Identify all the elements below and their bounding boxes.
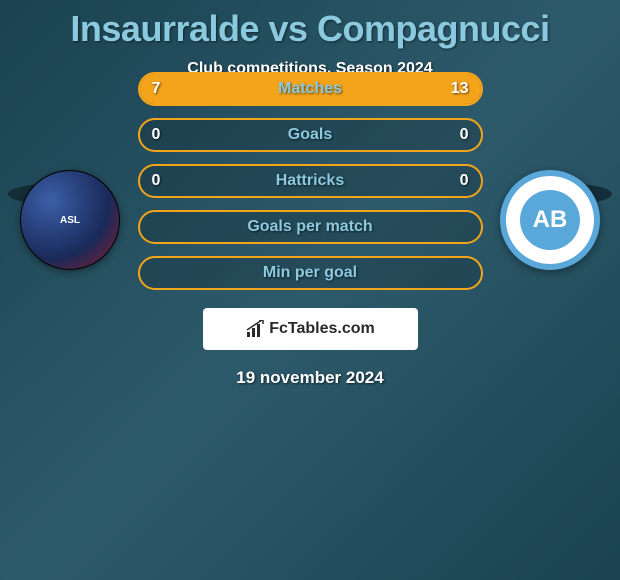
date-text: 19 november 2024 — [0, 368, 620, 388]
left-badge-initials: ASL — [60, 215, 80, 226]
stat-left-value: 0 — [152, 172, 161, 190]
stat-label: Goals — [288, 126, 332, 144]
stat-bar-min-per-goal: Min per goal — [138, 256, 483, 290]
stat-right-value: 0 — [460, 172, 469, 190]
brand-text: FcTables.com — [269, 320, 375, 338]
page-title: Insaurralde vs Compagnucci — [0, 0, 620, 50]
right-team-badge: AB — [500, 170, 600, 270]
stat-label: Hattricks — [276, 172, 344, 190]
stat-right-value: 0 — [460, 126, 469, 144]
right-badge-initials: AB — [533, 206, 568, 234]
stat-label: Min per goal — [263, 264, 357, 282]
chart-icon — [245, 320, 265, 338]
stat-label: Goals per match — [247, 218, 372, 236]
stat-bar-matches: 7 Matches 13 — [138, 72, 483, 106]
stat-bar-goals: 0 Goals 0 — [138, 118, 483, 152]
stats-bars: 7 Matches 13 0 Goals 0 0 Hattricks 0 Goa… — [138, 72, 483, 290]
right-badge-inner: AB — [520, 190, 580, 250]
left-badge-circle: ASL — [20, 170, 120, 270]
stat-left-value: 7 — [152, 80, 161, 98]
stat-bar-hattricks: 0 Hattricks 0 — [138, 164, 483, 198]
left-team-badge: ASL — [20, 170, 120, 270]
stat-label: Matches — [278, 80, 342, 98]
stat-left-value: 0 — [152, 126, 161, 144]
stat-right-value: 13 — [451, 80, 469, 98]
right-badge-circle: AB — [500, 170, 600, 270]
stat-bar-goals-per-match: Goals per match — [138, 210, 483, 244]
brand-box[interactable]: FcTables.com — [203, 308, 418, 350]
